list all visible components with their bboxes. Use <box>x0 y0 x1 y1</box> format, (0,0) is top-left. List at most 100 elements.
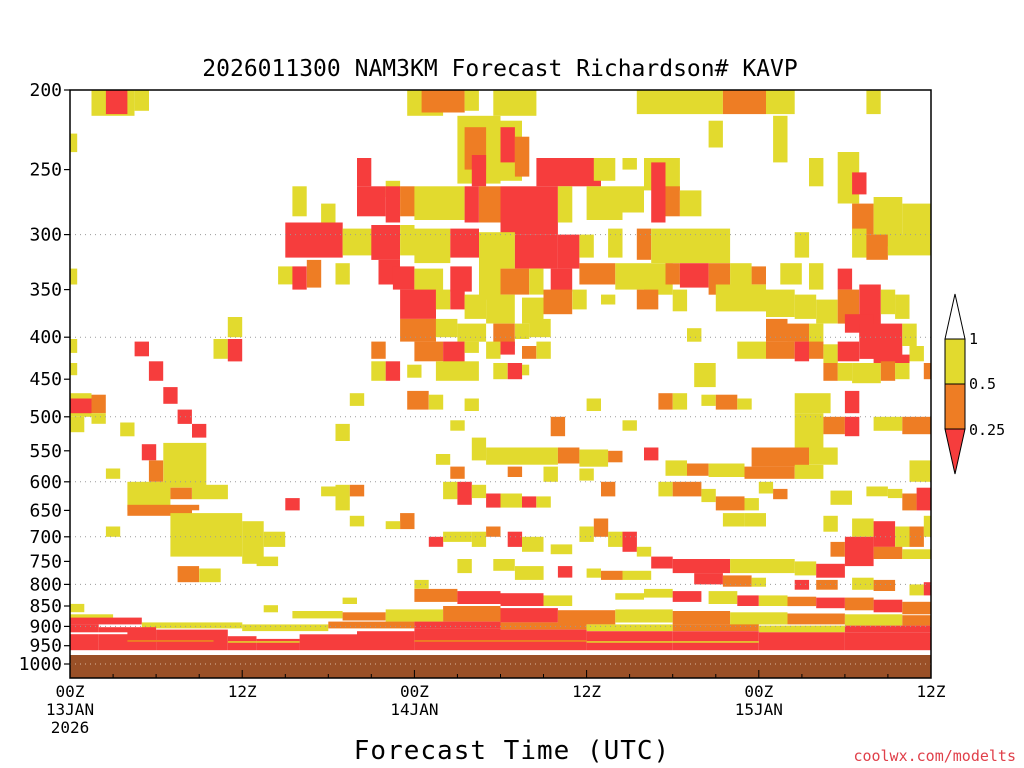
ri-cell <box>450 289 465 310</box>
ri-cell <box>866 90 881 115</box>
ri-cell <box>672 481 702 497</box>
ri-cell <box>679 190 702 217</box>
ri-cell <box>766 90 795 115</box>
ri-cell <box>665 186 680 217</box>
ri-cell <box>70 363 78 376</box>
ri-cell <box>177 566 200 583</box>
ri-cell <box>601 570 623 580</box>
ri-cell <box>457 481 472 505</box>
ri-cell <box>794 393 831 414</box>
ri-cell <box>665 263 680 285</box>
ri-cell <box>730 263 752 285</box>
ri-cell <box>766 289 795 317</box>
ri-cell <box>852 577 874 590</box>
legend-label-0p25: 0.25 <box>969 421 1005 439</box>
ri-cell <box>70 603 85 613</box>
ri-cell <box>895 363 910 380</box>
legend-triangle-below-0p25 <box>944 428 966 475</box>
ri-cell <box>335 263 350 285</box>
ri-cell <box>357 158 372 187</box>
ri-cell <box>816 299 838 324</box>
ri-cell <box>579 449 609 467</box>
ri-cell <box>902 615 931 626</box>
ri-cell <box>414 579 429 589</box>
ri-cell <box>550 416 566 437</box>
ri-cell <box>471 437 487 461</box>
legend-label-1: 1 <box>969 330 978 348</box>
ri-cell <box>321 486 336 497</box>
ri-cell <box>557 447 580 464</box>
ri-cell <box>557 186 573 223</box>
ri-cell <box>708 591 738 604</box>
ri-cell <box>636 228 652 260</box>
ri-cell <box>615 593 644 600</box>
ri-cell <box>636 289 659 310</box>
ri-cell <box>70 268 78 285</box>
ri-cell <box>844 416 860 437</box>
ri-cell <box>435 361 479 381</box>
ri-cell <box>866 486 888 497</box>
ri-cell <box>500 608 558 623</box>
ri-cell <box>751 266 766 285</box>
ri-cell <box>536 341 551 359</box>
ri-cell <box>844 536 874 567</box>
ri-cell <box>536 158 601 187</box>
ri-cell <box>837 268 853 290</box>
y-tick-label: 300 <box>29 225 62 246</box>
ri-cell <box>479 266 501 300</box>
ri-cell <box>163 387 178 404</box>
legend-label-0p5: 0.5 <box>969 375 996 393</box>
ri-cell <box>687 328 702 342</box>
ri-cell <box>794 341 810 362</box>
ri-cell <box>622 420 637 431</box>
x-tick-label: 12Z <box>917 682 946 701</box>
ri-cell <box>873 416 903 431</box>
ri-cell <box>873 579 896 591</box>
ri-cell <box>766 559 795 574</box>
ri-cell <box>744 466 795 479</box>
ri-cell <box>400 318 436 342</box>
ri-cell <box>435 289 451 310</box>
ri-cell <box>163 442 207 488</box>
ri-cell <box>464 294 487 319</box>
ri-cell <box>902 493 917 511</box>
x-tick-date: 15JAN <box>735 700 783 719</box>
legend-triangle-above-1 <box>944 293 966 340</box>
ri-cell <box>579 263 616 285</box>
ri-cell <box>486 493 501 508</box>
ri-cell <box>859 323 903 359</box>
x-tick-label: 12Z <box>572 682 601 701</box>
ri-cell <box>70 339 78 353</box>
ri-cell <box>285 498 300 511</box>
ri-cell <box>256 556 279 567</box>
ri-cell <box>371 225 400 260</box>
ri-cell <box>787 323 809 342</box>
y-tick-label: 850 <box>29 596 62 617</box>
ri-cell <box>902 549 931 559</box>
ri-cell <box>371 341 386 359</box>
ri-cell <box>701 394 716 406</box>
ri-cell <box>658 481 673 497</box>
ri-cell <box>852 518 874 537</box>
ri-cell <box>923 515 931 537</box>
ri-cell <box>70 416 85 433</box>
ri-cell <box>601 294 616 305</box>
ri-cell <box>902 323 917 346</box>
ri-cell <box>694 573 723 585</box>
ri-cell <box>837 341 860 362</box>
ri-cell <box>514 234 558 269</box>
colorbar-legend: 1 0.5 0.25 <box>944 293 1005 475</box>
ri-cell <box>550 544 573 555</box>
ri-cell <box>722 575 752 587</box>
ri-cell <box>400 225 415 256</box>
ri-cell <box>464 341 479 353</box>
ri-cell <box>844 625 931 633</box>
ri-cell <box>134 90 149 111</box>
ri-cell <box>385 186 401 223</box>
ri-cell <box>601 481 616 497</box>
ri-cell <box>887 488 903 499</box>
ri-cell <box>134 341 149 357</box>
ri-cell <box>192 423 207 438</box>
ri-cell <box>70 617 142 625</box>
